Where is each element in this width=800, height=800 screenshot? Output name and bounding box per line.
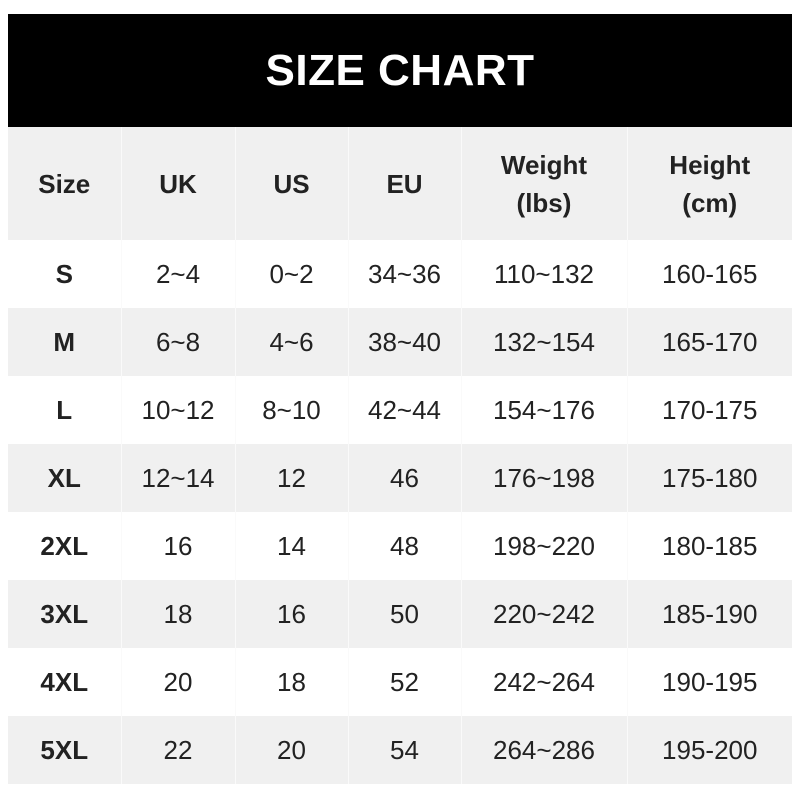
column-header: EU [347, 127, 461, 240]
table-cell: 220~242 [460, 580, 627, 648]
table-cell: 18 [120, 580, 235, 648]
size-cell: XL [8, 444, 121, 512]
table-cell: 185-190 [626, 580, 792, 648]
table-cell: 176~198 [460, 444, 627, 512]
table-cell: 8~10 [234, 376, 348, 444]
size-cell: S [55, 258, 73, 289]
table-cell: 46 [347, 444, 461, 512]
table-row: 5XL 22 20 54 264~286 195-200 [8, 716, 792, 784]
table-cell: 170-175 [626, 376, 792, 444]
column-header: Height (cm) [626, 127, 792, 240]
table-cell: 50 [347, 580, 461, 648]
table-row: 3XL 18 16 50 220~242 185-190 [8, 580, 792, 648]
table-cell: 264~286 [460, 716, 627, 784]
table-cell: 110~132 [460, 240, 627, 308]
table-cell: 242~264 [460, 648, 627, 716]
size-cell: M [8, 308, 121, 376]
size-cell: 3XL [8, 580, 121, 648]
table-cell: 2~4 [120, 240, 235, 308]
table-row: L 10~12 8~10 42~44 154~176 170-175 [8, 376, 792, 444]
size-table: Size UK US EU Weight (lbs) Height (cm) S 2~4 0~… [8, 127, 792, 784]
table-cell: 14 [234, 512, 348, 580]
column-header: UK [120, 127, 235, 240]
table-cell: 38~40 [347, 308, 461, 376]
table-row: XL 12~14 12 46 176~198 175-180 [8, 444, 792, 512]
table-cell: 180-185 [626, 512, 792, 580]
table-cell: 195-200 [626, 716, 792, 784]
table-cell: 34~36 [347, 240, 461, 308]
header-row: Size UK US EU Weight (lbs) Height (cm) [8, 127, 792, 240]
table-cell: 0~2 [234, 240, 348, 308]
table-cell: 10~12 [120, 376, 235, 444]
table-cell: 12~14 [120, 444, 235, 512]
size-cell: 4XL [40, 666, 89, 697]
table-row: 4XL 20 18 52 242~264 190-195 [8, 648, 792, 716]
chart-title: SIZE CHART [8, 14, 792, 127]
table-cell: 18 [234, 648, 348, 716]
size-cell: L [56, 394, 73, 425]
table-cell: 48 [347, 512, 461, 580]
table-cell: 154~176 [460, 376, 627, 444]
column-header: Size [8, 127, 121, 240]
table-cell: 20 [120, 648, 235, 716]
table-row: S 2~4 0~2 34~36 110~132 160-165 [8, 240, 792, 308]
table-cell: 160-165 [626, 240, 792, 308]
table-cell: 4~6 [234, 308, 348, 376]
table-cell: 42~44 [347, 376, 461, 444]
size-cell: 5XL [8, 716, 121, 784]
table-cell: 165-170 [626, 308, 792, 376]
table-cell: 20 [234, 716, 348, 784]
table-row: M 6~8 4~6 38~40 132~154 165-170 [8, 308, 792, 376]
table-cell: 12 [234, 444, 348, 512]
table-row: 2XL 16 14 48 198~220 180-185 [8, 512, 792, 580]
table-cell: 6~8 [120, 308, 235, 376]
size-cell: 2XL [40, 530, 89, 561]
table-cell: 132~154 [460, 308, 627, 376]
table-cell: 22 [120, 716, 235, 784]
table-cell: 198~220 [460, 512, 627, 580]
column-header: Weight (lbs) [460, 127, 627, 240]
table-cell: 16 [120, 512, 235, 580]
column-header: US [234, 127, 348, 240]
table-cell: 52 [347, 648, 461, 716]
table-cell: 16 [234, 580, 348, 648]
table-cell: 175-180 [626, 444, 792, 512]
table-cell: 54 [347, 716, 461, 784]
table-cell: 190-195 [626, 648, 792, 716]
